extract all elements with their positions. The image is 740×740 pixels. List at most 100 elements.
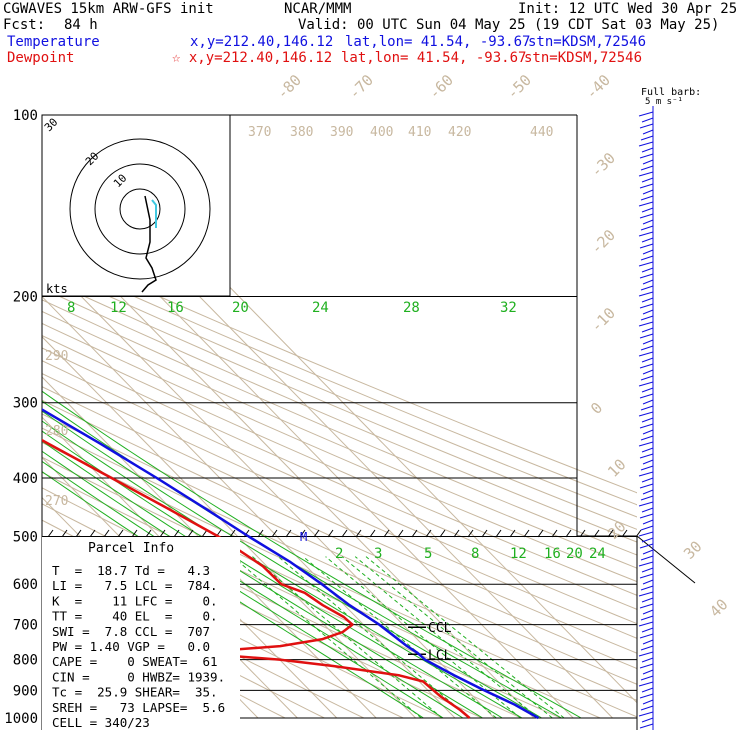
freezing-tick [621, 529, 628, 538]
dry-adiabat-line [42, 265, 637, 518]
freezing-tick [355, 529, 362, 538]
freezing-tick [607, 529, 614, 538]
parcel-info-box: Parcel Info T = 18.7 Td = 4.3LI = 7.5 LCL… [42, 537, 240, 730]
mixing-ratio-line [252, 556, 443, 719]
freezing-tick [201, 529, 208, 538]
dry-adiabat-line [42, 276, 637, 530]
dewpoint-latlon: lat,lon= 41.54, -93.67 [341, 50, 527, 66]
parcel-box-bg [42, 537, 240, 730]
wind-barb [638, 201, 654, 207]
pressure-tick-label: 100 [13, 108, 38, 124]
wind-barb [638, 471, 654, 477]
wind-barb [638, 411, 654, 417]
wind-barb [639, 123, 654, 129]
wind-barb [640, 345, 654, 351]
hodograph-unit-label: kts [46, 282, 68, 296]
wind-barb [642, 639, 654, 645]
wind-barb [638, 231, 654, 237]
freezing-tick [89, 529, 96, 538]
wind-barb [641, 177, 654, 183]
wind-barb [640, 495, 654, 501]
init-time: Init: 12 UTC Wed 30 Apr 25 [518, 1, 738, 17]
pressure-tick-label: 500 [13, 529, 38, 545]
temperature-station: stn=KDSM,72546 [528, 34, 647, 50]
wind-barb [640, 315, 654, 321]
mixing-ratio-line [277, 556, 471, 719]
freezing-tick [425, 529, 432, 538]
temperature-label: Temperature [7, 34, 100, 50]
wind-barb [641, 327, 654, 333]
mixing-ratio-tick-label: 8 [67, 300, 75, 316]
dry-adiabat-line [42, 254, 637, 506]
wind-barb [642, 489, 654, 495]
wind-barb [641, 627, 654, 633]
theta-tick-label: 380 [290, 125, 313, 140]
hodograph-trace-high [141, 195, 157, 293]
wind-barb [642, 279, 654, 285]
freezing-tick [565, 529, 572, 538]
isotherm-line [42, 215, 535, 719]
dry-adiabat-line [42, 335, 637, 596]
wind-barb [639, 273, 654, 279]
wind-barb [640, 435, 654, 441]
wind-barb [641, 417, 654, 423]
parcel-row: T = 18.7 Td = 4.3 [52, 563, 210, 578]
dry-adiabat-line [42, 386, 637, 654]
isotherm-tick-label: 20 [604, 517, 630, 543]
wind-barb [638, 531, 654, 537]
wind-barb [638, 621, 654, 627]
freezing-tick [467, 529, 474, 538]
mixing-ratio-line [325, 556, 521, 719]
org-label: NCAR/MMM [284, 1, 352, 17]
wind-barb [641, 297, 654, 303]
m-marker: M [300, 530, 307, 544]
wind-barb [639, 513, 654, 519]
wind-barb [642, 249, 654, 255]
mixing-ratio-tick-label: 12 [510, 546, 527, 562]
isotherm-tick-label: -80 [273, 71, 305, 103]
dry-adiabat-line [42, 399, 637, 670]
freezing-tick [523, 529, 530, 538]
parcel-row: CIN = 0 HWBZ= 1939. [52, 669, 225, 684]
theta-tick-label: 420 [448, 125, 471, 140]
hodograph-trace-low [151, 199, 157, 228]
hodograph-ring [69, 138, 211, 280]
freezing-tick [635, 529, 642, 538]
wind-barb [642, 669, 654, 675]
freezing-tick [271, 529, 278, 538]
wind-barb [638, 591, 654, 597]
mixing-ratio-tick-label: 8 [471, 546, 479, 562]
mixing-ratio-tick-label: 32 [500, 300, 517, 316]
wind-barb [642, 429, 654, 435]
freezing-tick [579, 529, 586, 538]
wind-barb [641, 117, 654, 123]
wind-barb [640, 375, 654, 381]
wind-barb [639, 303, 654, 309]
ccl-label: CCL [428, 621, 452, 636]
theta-tick-label: 400 [370, 125, 393, 140]
freezing-tick [551, 529, 558, 538]
wind-barb [639, 393, 654, 399]
fcst-value: 84 h [64, 17, 98, 33]
theta-tick-label: 440 [530, 125, 553, 140]
freezing-tick [495, 529, 502, 538]
wind-barb [640, 255, 654, 261]
header: CGWAVES 15km ARW-GFS init NCAR/MMM Init:… [0, 0, 740, 70]
wind-barb [642, 309, 654, 315]
wind-barb [640, 285, 654, 291]
parcel-row: PW = 1.40 VGP = 0.0 [52, 639, 210, 654]
freezing-tick [145, 529, 152, 538]
isotherm-tick-label: 40 [706, 595, 732, 621]
theta-tick-label: 370 [248, 125, 271, 140]
dry-adiabat-line [42, 287, 637, 543]
wind-barb [639, 243, 654, 249]
wind-barb [639, 423, 654, 429]
wind-barbs: Full barb:5 m s⁻¹ [638, 87, 701, 730]
wind-barb [639, 543, 654, 549]
freezing-tick [103, 529, 110, 538]
lcl-label: LCL [428, 648, 452, 663]
wind-barb [642, 189, 654, 195]
wind-barb [641, 357, 654, 363]
dry-adiabat-line [42, 310, 637, 569]
